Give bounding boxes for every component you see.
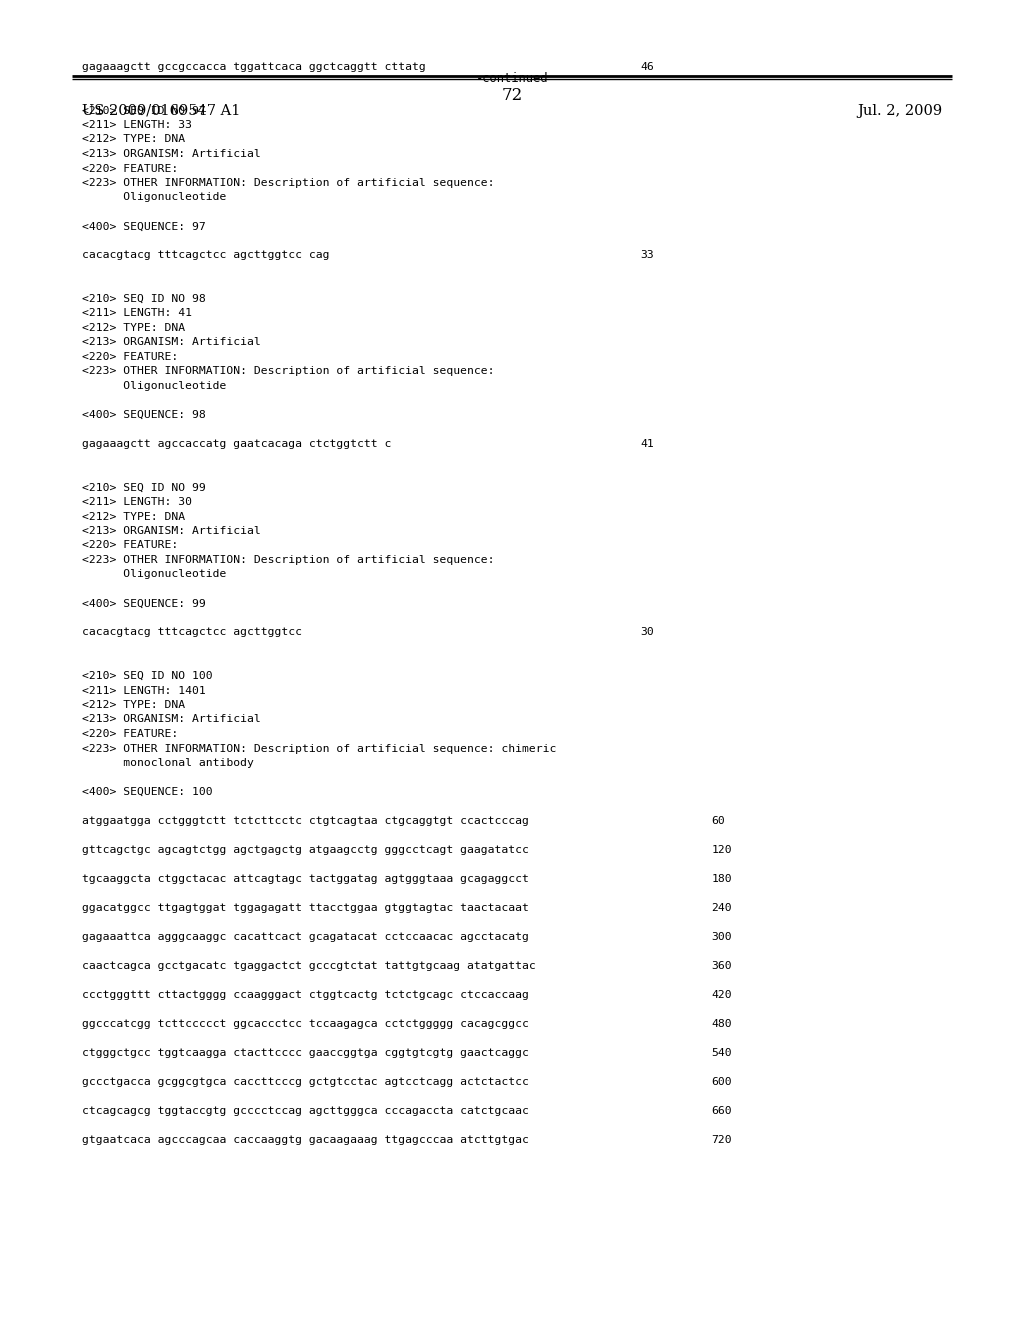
Text: <223> OTHER INFORMATION: Description of artificial sequence:: <223> OTHER INFORMATION: Description of …	[82, 554, 495, 565]
Text: ctcagcagcg tggtaccgtg gcccctccag agcttgggca cccagaccta catctgcaac: ctcagcagcg tggtaccgtg gcccctccag agcttgg…	[82, 1106, 528, 1115]
Text: 480: 480	[712, 1019, 732, 1030]
Text: <211> LENGTH: 30: <211> LENGTH: 30	[82, 498, 191, 507]
Text: 300: 300	[712, 932, 732, 942]
Text: <212> TYPE: DNA: <212> TYPE: DNA	[82, 323, 185, 333]
Text: 720: 720	[712, 1135, 732, 1144]
Text: <213> ORGANISM: Artificial: <213> ORGANISM: Artificial	[82, 525, 261, 536]
Text: 600: 600	[712, 1077, 732, 1086]
Text: ctgggctgcc tggtcaagga ctacttcccc gaaccggtga cggtgtcgtg gaactcaggc: ctgggctgcc tggtcaagga ctacttcccc gaaccgg…	[82, 1048, 528, 1059]
Text: 180: 180	[712, 874, 732, 884]
Text: gttcagctgc agcagtctgg agctgagctg atgaagcctg gggcctcagt gaagatatcc: gttcagctgc agcagtctgg agctgagctg atgaagc…	[82, 845, 528, 855]
Text: <220> FEATURE:: <220> FEATURE:	[82, 352, 178, 362]
Text: <213> ORGANISM: Artificial: <213> ORGANISM: Artificial	[82, 149, 261, 158]
Text: <223> OTHER INFORMATION: Description of artificial sequence:: <223> OTHER INFORMATION: Description of …	[82, 178, 495, 187]
Text: gagaaagctt agccaccatg gaatcacaga ctctggtctt c: gagaaagctt agccaccatg gaatcacaga ctctggt…	[82, 440, 391, 449]
Text: ggcccatcgg tcttccccct ggcaccctcc tccaagagca cctctggggg cacagcggcc: ggcccatcgg tcttccccct ggcaccctcc tccaaga…	[82, 1019, 528, 1030]
Text: <212> TYPE: DNA: <212> TYPE: DNA	[82, 512, 185, 521]
Text: gccctgacca gcggcgtgca caccttcccg gctgtcctac agtcctcagg actctactcc: gccctgacca gcggcgtgca caccttcccg gctgtcc…	[82, 1077, 528, 1086]
Text: Jul. 2, 2009: Jul. 2, 2009	[857, 104, 942, 117]
Text: <223> OTHER INFORMATION: Description of artificial sequence: chimeric: <223> OTHER INFORMATION: Description of …	[82, 743, 556, 754]
Text: <210> SEQ ID NO 100: <210> SEQ ID NO 100	[82, 671, 213, 681]
Text: <220> FEATURE:: <220> FEATURE:	[82, 164, 178, 173]
Text: <211> LENGTH: 33: <211> LENGTH: 33	[82, 120, 191, 129]
Text: <213> ORGANISM: Artificial: <213> ORGANISM: Artificial	[82, 338, 261, 347]
Text: -continued: -continued	[476, 73, 548, 84]
Text: 72: 72	[502, 87, 522, 104]
Text: gagaaattca agggcaaggc cacattcact gcagatacat cctccaacac agcctacatg: gagaaattca agggcaaggc cacattcact gcagata…	[82, 932, 528, 942]
Text: monoclonal antibody: monoclonal antibody	[82, 758, 254, 768]
Text: ccctgggttt cttactgggg ccaagggact ctggtcactg tctctgcagc ctccaccaag: ccctgggttt cttactgggg ccaagggact ctggtca…	[82, 990, 528, 1001]
Text: cacacgtacg tttcagctcc agcttggtcc: cacacgtacg tttcagctcc agcttggtcc	[82, 627, 302, 638]
Text: <210> SEQ ID NO 99: <210> SEQ ID NO 99	[82, 483, 206, 492]
Text: <211> LENGTH: 1401: <211> LENGTH: 1401	[82, 685, 206, 696]
Text: <210> SEQ ID NO 97: <210> SEQ ID NO 97	[82, 106, 206, 116]
Text: 360: 360	[712, 961, 732, 972]
Text: <212> TYPE: DNA: <212> TYPE: DNA	[82, 135, 185, 144]
Text: gagaaagctt gccgccacca tggattcaca ggctcaggtt cttatg: gagaaagctt gccgccacca tggattcaca ggctcag…	[82, 62, 426, 73]
Text: 30: 30	[640, 627, 653, 638]
Text: <400> SEQUENCE: 98: <400> SEQUENCE: 98	[82, 411, 206, 420]
Text: <212> TYPE: DNA: <212> TYPE: DNA	[82, 700, 185, 710]
Text: 33: 33	[640, 251, 653, 260]
Text: atggaatgga cctgggtctt tctcttcctc ctgtcagtaa ctgcaggtgt ccactcccag: atggaatgga cctgggtctt tctcttcctc ctgtcag…	[82, 816, 528, 826]
Text: <400> SEQUENCE: 100: <400> SEQUENCE: 100	[82, 787, 213, 797]
Text: US 2009/0169547 A1: US 2009/0169547 A1	[82, 104, 241, 117]
Text: Oligonucleotide: Oligonucleotide	[82, 193, 226, 202]
Text: <400> SEQUENCE: 97: <400> SEQUENCE: 97	[82, 222, 206, 231]
Text: <210> SEQ ID NO 98: <210> SEQ ID NO 98	[82, 294, 206, 304]
Text: <220> FEATURE:: <220> FEATURE:	[82, 540, 178, 550]
Text: 60: 60	[712, 816, 725, 826]
Text: <211> LENGTH: 41: <211> LENGTH: 41	[82, 309, 191, 318]
Text: cacacgtacg tttcagctcc agcttggtcc cag: cacacgtacg tttcagctcc agcttggtcc cag	[82, 251, 330, 260]
Text: 420: 420	[712, 990, 732, 1001]
Text: 46: 46	[640, 62, 653, 73]
Text: 41: 41	[640, 440, 653, 449]
Text: <400> SEQUENCE: 99: <400> SEQUENCE: 99	[82, 598, 206, 609]
Text: Oligonucleotide: Oligonucleotide	[82, 381, 226, 391]
Text: 240: 240	[712, 903, 732, 913]
Text: <213> ORGANISM: Artificial: <213> ORGANISM: Artificial	[82, 714, 261, 725]
Text: <220> FEATURE:: <220> FEATURE:	[82, 729, 178, 739]
Text: caactcagca gcctgacatc tgaggactct gcccgtctat tattgtgcaag atatgattac: caactcagca gcctgacatc tgaggactct gcccgtc…	[82, 961, 536, 972]
Text: ggacatggcc ttgagtggat tggagagatt ttacctggaa gtggtagtac taactacaat: ggacatggcc ttgagtggat tggagagatt ttacctg…	[82, 903, 528, 913]
Text: 120: 120	[712, 845, 732, 855]
Text: Oligonucleotide: Oligonucleotide	[82, 569, 226, 579]
Text: 660: 660	[712, 1106, 732, 1115]
Text: tgcaaggcta ctggctacac attcagtagc tactggatag agtgggtaaa gcagaggcct: tgcaaggcta ctggctacac attcagtagc tactgga…	[82, 874, 528, 884]
Text: gtgaatcaca agcccagcaa caccaaggtg gacaagaaag ttgagcccaa atcttgtgac: gtgaatcaca agcccagcaa caccaaggtg gacaaga…	[82, 1135, 528, 1144]
Text: 540: 540	[712, 1048, 732, 1059]
Text: <223> OTHER INFORMATION: Description of artificial sequence:: <223> OTHER INFORMATION: Description of …	[82, 367, 495, 376]
